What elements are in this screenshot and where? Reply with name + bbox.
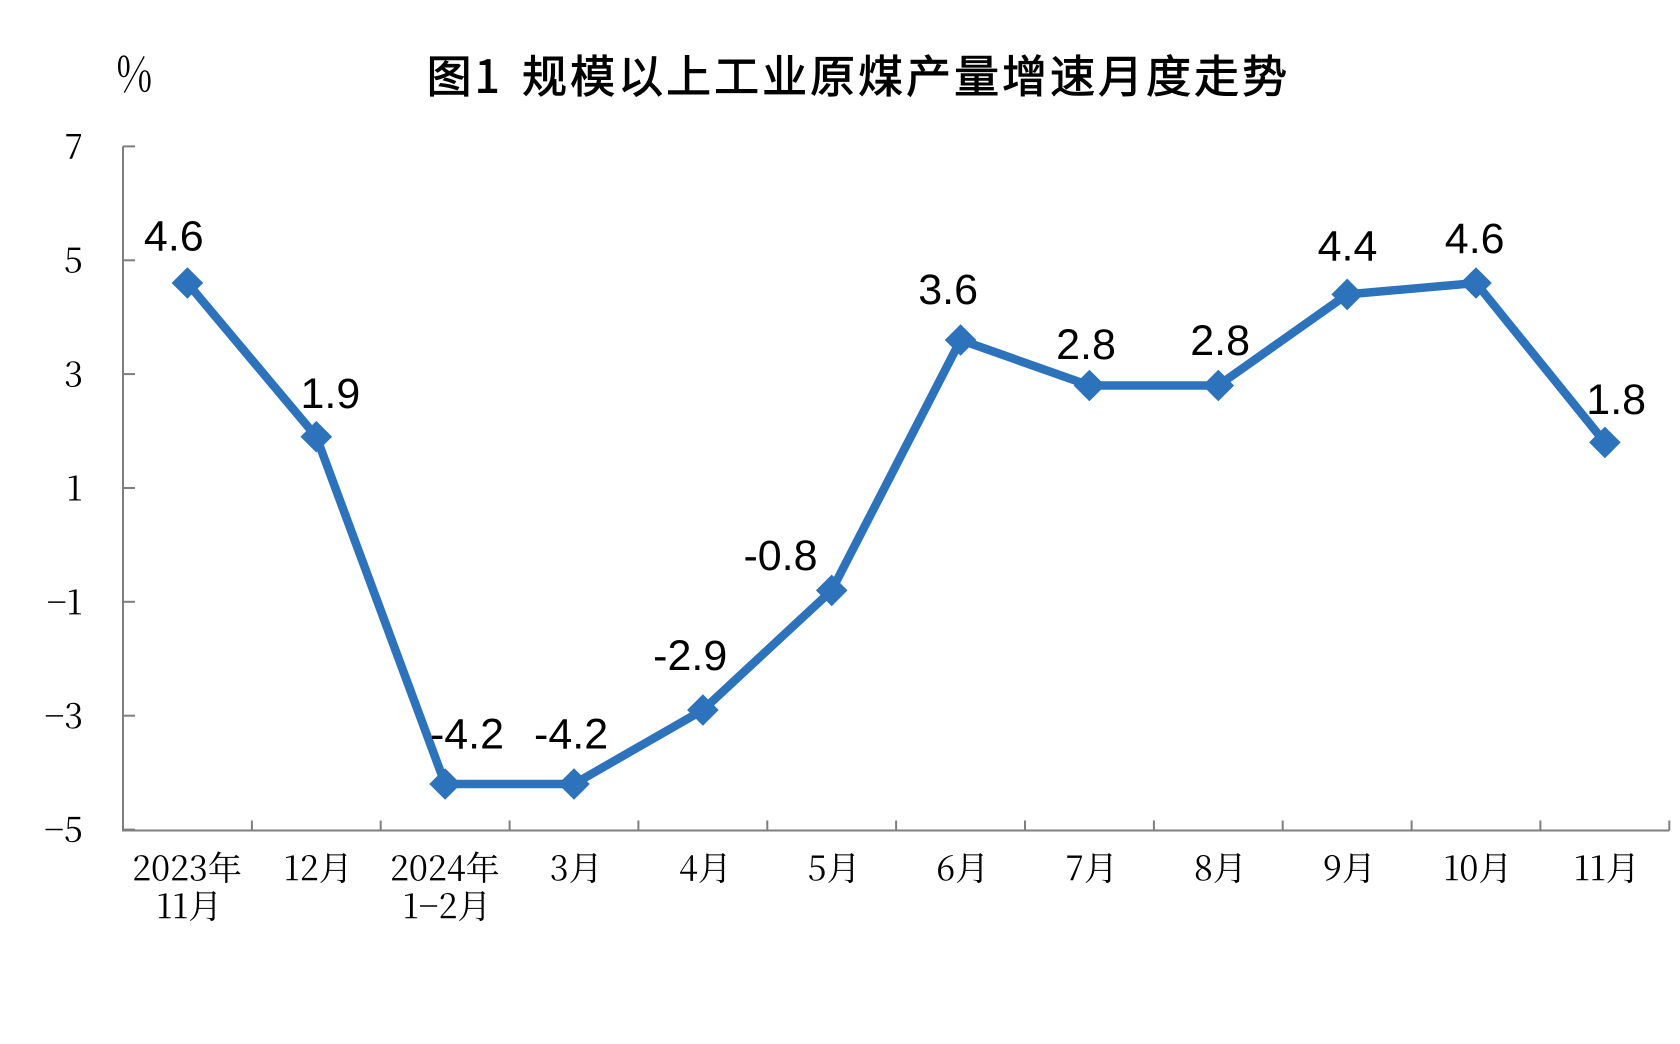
svg-text:2.8: 2.8 [1190,317,1250,365]
svg-text:-0.8: -0.8 [743,532,817,580]
svg-text:2.8: 2.8 [1056,321,1116,369]
svg-text:-2.9: -2.9 [653,632,727,680]
svg-text:3.6: 3.6 [918,266,978,314]
svg-text:4.6: 4.6 [144,213,204,261]
svg-text:1.8: 1.8 [1586,376,1646,424]
svg-text:4.6: 4.6 [1445,215,1505,263]
svg-text:1.9: 1.9 [301,370,361,418]
svg-text:4.4: 4.4 [1318,223,1378,271]
svg-text:-4.2: -4.2 [534,711,608,759]
svg-text:-4.2: -4.2 [430,711,504,759]
